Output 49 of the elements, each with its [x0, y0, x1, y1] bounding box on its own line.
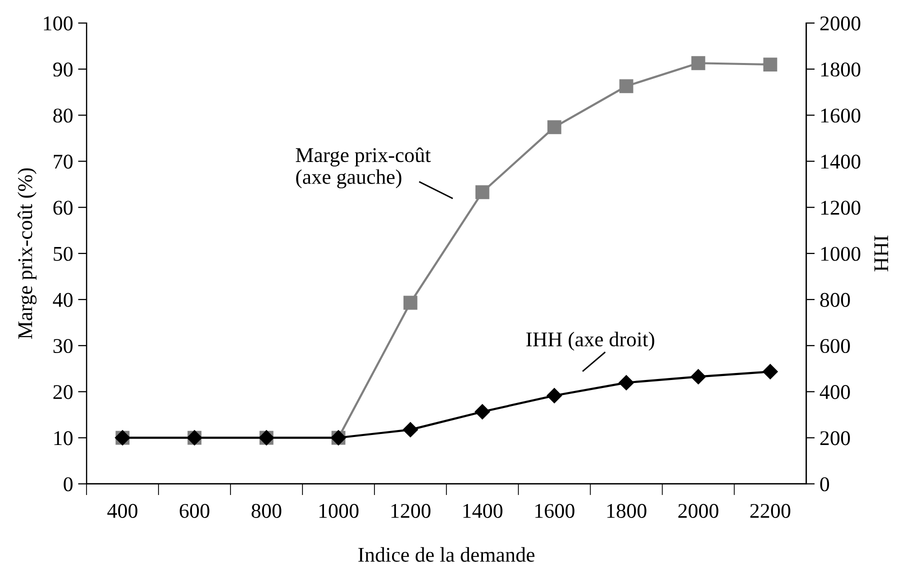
point — [690, 369, 706, 384]
y-tick-label: 40 — [52, 292, 73, 307]
x-tick-label: 1400 — [463, 504, 502, 518]
y-tick-label: 80 — [53, 108, 73, 123]
point — [691, 56, 706, 70]
y2-tick-label: 1600 — [821, 108, 860, 123]
x-tick-label: 800 — [252, 504, 282, 518]
x-tick-label: 1200 — [391, 504, 430, 518]
x-tick-label: 1000 — [319, 504, 358, 518]
point — [763, 58, 778, 72]
x-tick-label: 600 — [180, 504, 210, 518]
point — [762, 364, 778, 380]
annotation: IHH (axe droit) — [526, 332, 654, 351]
point — [618, 375, 634, 390]
point — [474, 404, 490, 420]
y2-tick-label: 600 — [820, 338, 850, 354]
y2-tick-label: 200 — [820, 431, 850, 446]
x-axis-title: Indice de la demande — [358, 547, 534, 562]
y-tick-label: 0 — [64, 477, 73, 492]
y-tick-label: 70 — [54, 154, 73, 169]
y-tick-label: 10 — [54, 431, 73, 446]
y-tick-label: 20 — [53, 385, 73, 400]
x-tick-label: 2000 — [678, 504, 718, 518]
point — [403, 296, 418, 310]
y-tick-label: 60 — [53, 200, 73, 215]
y-tick-label: 30 — [54, 338, 73, 354]
y2-tick-label: 1000 — [821, 246, 860, 261]
y2-tick-label: 0 — [820, 477, 830, 492]
y-tick-label: 90 — [53, 62, 73, 77]
y2-tick-label: 2000 — [820, 16, 860, 30]
y2-axis-title: IHH — [874, 236, 888, 272]
x-tick-label: 400 — [107, 504, 138, 518]
y2-tick-label: 800 — [820, 292, 850, 307]
point — [547, 120, 562, 134]
y-axis-title: Marge prix-coût (%) — [18, 168, 37, 339]
y-tick-label: 100 — [44, 16, 73, 30]
y-tick-label: 50 — [54, 246, 73, 261]
point — [475, 185, 490, 200]
y2-tick-label: 400 — [820, 385, 850, 400]
annotation: Marge prix-coût (axe gauche) — [296, 147, 431, 188]
point — [546, 388, 562, 404]
y2-tick-label: 1400 — [821, 154, 860, 169]
x-tick-label: 1600 — [535, 504, 574, 518]
x-tick-label: 2200 — [750, 504, 790, 518]
point — [619, 79, 634, 94]
point — [402, 422, 418, 438]
x-tick-label: 1800 — [607, 504, 646, 518]
y2-tick-label: 1200 — [821, 200, 860, 215]
y2-tick-label: 1800 — [821, 62, 860, 77]
